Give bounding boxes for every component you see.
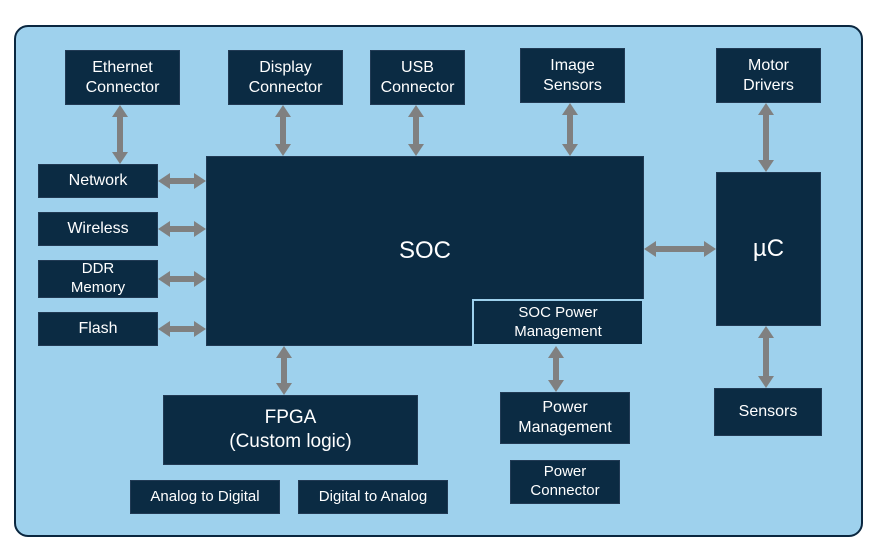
block-analog-to-digital: Analog to Digital [130,480,280,514]
arrow-wls-soc-head-r [194,221,206,237]
arrow-fls-soc-head-l [158,321,170,337]
arrow-uc-sens-head-u [758,326,774,338]
arrow-dsp-soc-head-u [275,105,291,117]
diagram-canvas: Ethernet Connector Display Connector USB C… [0,0,873,545]
arrow-net-soc [170,178,194,184]
arrow-fls-soc-head-r [194,321,206,337]
arrow-ddr-soc-head-r [194,271,206,287]
arrow-uc-sens [763,338,769,376]
arrow-mot-uc [763,115,769,160]
arrow-img-soc [567,115,573,144]
arrow-soc-uc-head-l [644,241,656,257]
block-power-connector: Power Connector [510,460,620,504]
block-fpga: FPGA (Custom logic) [163,395,418,465]
arrow-dsp-soc [280,117,286,144]
arrow-eth-net-head-u [112,105,128,117]
block-usb-connector: USB Connector [370,50,465,105]
arrow-soc-uc-head-r [704,241,716,257]
arrow-wls-soc-head-l [158,221,170,237]
block-sensors: Sensors [714,388,822,436]
arrow-eth-net-head-d [112,152,128,164]
arrow-fls-soc [170,326,194,332]
arrow-ddr-soc [170,276,194,282]
block-ethernet-connector: Ethernet Connector [65,50,180,105]
arrow-usb-soc-head-u [408,105,424,117]
arrow-mot-uc-head-d [758,160,774,172]
arrow-wls-soc [170,226,194,232]
arrow-uc-sens-head-d [758,376,774,388]
block-uc: µC [716,172,821,326]
block-display-connector: Display Connector [228,50,343,105]
block-power-mgmt: Power Management [500,392,630,444]
arrow-ddr-soc-head-l [158,271,170,287]
block-motor-drivers: Motor Drivers [716,48,821,103]
block-network: Network [38,164,158,198]
arrow-dsp-soc-head-d [275,144,291,156]
block-wireless: Wireless [38,212,158,246]
arrow-soc-uc [656,246,704,252]
arrow-soc-fpga-head-d [276,383,292,395]
block-ddr-memory: DDR Memory [38,260,158,298]
arrow-mot-uc-head-u [758,103,774,115]
arrow-eth-net [117,117,123,152]
arrow-soc-fpga [281,358,287,383]
arrow-img-soc-head-u [562,103,578,115]
arrow-spm-pm-head-u [548,346,564,358]
arrow-img-soc-head-d [562,144,578,156]
arrow-net-soc-head-l [158,173,170,189]
arrow-usb-soc-head-d [408,144,424,156]
block-digital-to-analog: Digital to Analog [298,480,448,514]
arrow-spm-pm [553,358,559,380]
block-soc-power-mgmt: SOC Power Management [472,299,644,346]
arrow-soc-fpga-head-u [276,346,292,358]
block-flash: Flash [38,312,158,346]
block-image-sensors: Image Sensors [520,48,625,103]
arrow-net-soc-head-r [194,173,206,189]
arrow-usb-soc [413,117,419,144]
arrow-spm-pm-head-d [548,380,564,392]
